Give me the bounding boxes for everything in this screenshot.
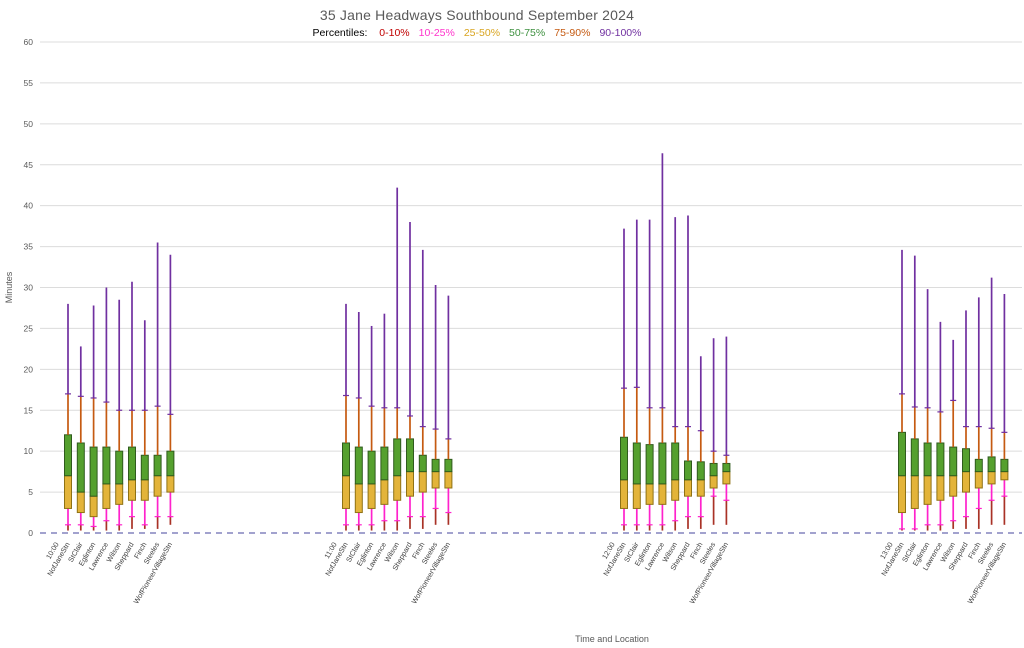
svg-text:55: 55 — [24, 78, 34, 88]
box-1100-Finch — [418, 249, 427, 529]
box-1100-Eglinton — [367, 325, 376, 531]
x-axis-title: Time and Location — [575, 634, 649, 644]
gridlines — [40, 41, 1022, 493]
legend-item-50_75: 50-75% — [509, 27, 546, 39]
box-1300-Finch — [974, 297, 983, 529]
y-tick-labels: 0 5 10 15 20 25 30 35 40 45 50 55 60 — [24, 37, 34, 538]
box-1200-Sheppard — [684, 215, 692, 529]
box-1200-Steeles — [709, 338, 718, 525]
svg-text:25: 25 — [24, 323, 34, 333]
box-1000-NofJaneStn — [64, 303, 72, 531]
legend-item-75_90: 75-90% — [554, 27, 591, 39]
percentile-legend: Percentiles: 0-10% 10-25% 25-50% 50-75% 75-9… — [0, 27, 954, 39]
box-1000-Finch — [140, 320, 149, 529]
chart-title: 35 Jane Headways Southbound September 20… — [319, 7, 635, 23]
box-1000-Wilson — [115, 299, 124, 531]
box-1000-Sheppard — [128, 281, 136, 529]
svg-text:50: 50 — [24, 119, 34, 129]
svg-text:10: 10 — [24, 446, 34, 456]
legend-item-25_50: 25-50% — [463, 27, 501, 39]
svg-text:35: 35 — [24, 242, 34, 252]
box-1000-Lawrence — [102, 287, 111, 531]
box-1000-Eglinton — [89, 305, 98, 531]
box-1000-StClair — [76, 346, 85, 531]
box-1200-Finch — [696, 356, 705, 529]
legend-item-0_10: 0-10% — [379, 27, 410, 39]
legend-item-90_100: 90-100% — [599, 27, 642, 39]
box-1200-Eglinton — [645, 219, 654, 531]
svg-text:0: 0 — [28, 528, 33, 538]
box-1100-WofPioneerVillageStn — [444, 295, 453, 525]
box-1200-Lawrence — [658, 153, 667, 531]
boxes — [64, 153, 1009, 531]
box-1100-Wilson — [393, 187, 402, 531]
svg-text:60: 60 — [24, 37, 34, 47]
box-1100-Steeles — [431, 285, 440, 525]
box-1300-NofJaneStn — [898, 249, 906, 531]
box-1300-Lawrence — [936, 321, 945, 531]
legend-item-10_25: 10-25% — [418, 27, 455, 39]
box-1100-StClair — [354, 312, 363, 531]
box-1300-Wilson — [949, 339, 958, 529]
box-1100-NofJaneStn — [342, 303, 350, 531]
svg-text:30: 30 — [24, 283, 34, 293]
box-1200-StClair — [632, 219, 641, 531]
box-1300-StClair — [910, 255, 919, 531]
svg-text:45: 45 — [24, 160, 34, 170]
box-1300-Steeles — [987, 277, 996, 525]
svg-text:20: 20 — [24, 364, 34, 374]
box-1200-WofPioneerVillageStn — [722, 336, 731, 525]
box-1300-Eglinton — [923, 289, 932, 531]
legend-label: Percentiles: — [312, 27, 368, 39]
svg-text:15: 15 — [24, 405, 34, 415]
y-axis-title: Minutes — [4, 271, 14, 303]
box-1300-Sheppard — [962, 310, 970, 529]
box-1300-WofPioneerVillageStn — [1000, 294, 1009, 525]
box-1000-Steeles — [153, 242, 162, 529]
box-1200-Wilson — [671, 217, 680, 531]
box-1100-Lawrence — [380, 313, 389, 531]
box-1000-WofPioneerVillageStn — [166, 254, 175, 525]
box-1100-Sheppard — [406, 222, 414, 529]
box-1200-NofJaneStn — [620, 228, 628, 531]
svg-text:40: 40 — [24, 201, 34, 211]
svg-text:5: 5 — [28, 487, 33, 497]
